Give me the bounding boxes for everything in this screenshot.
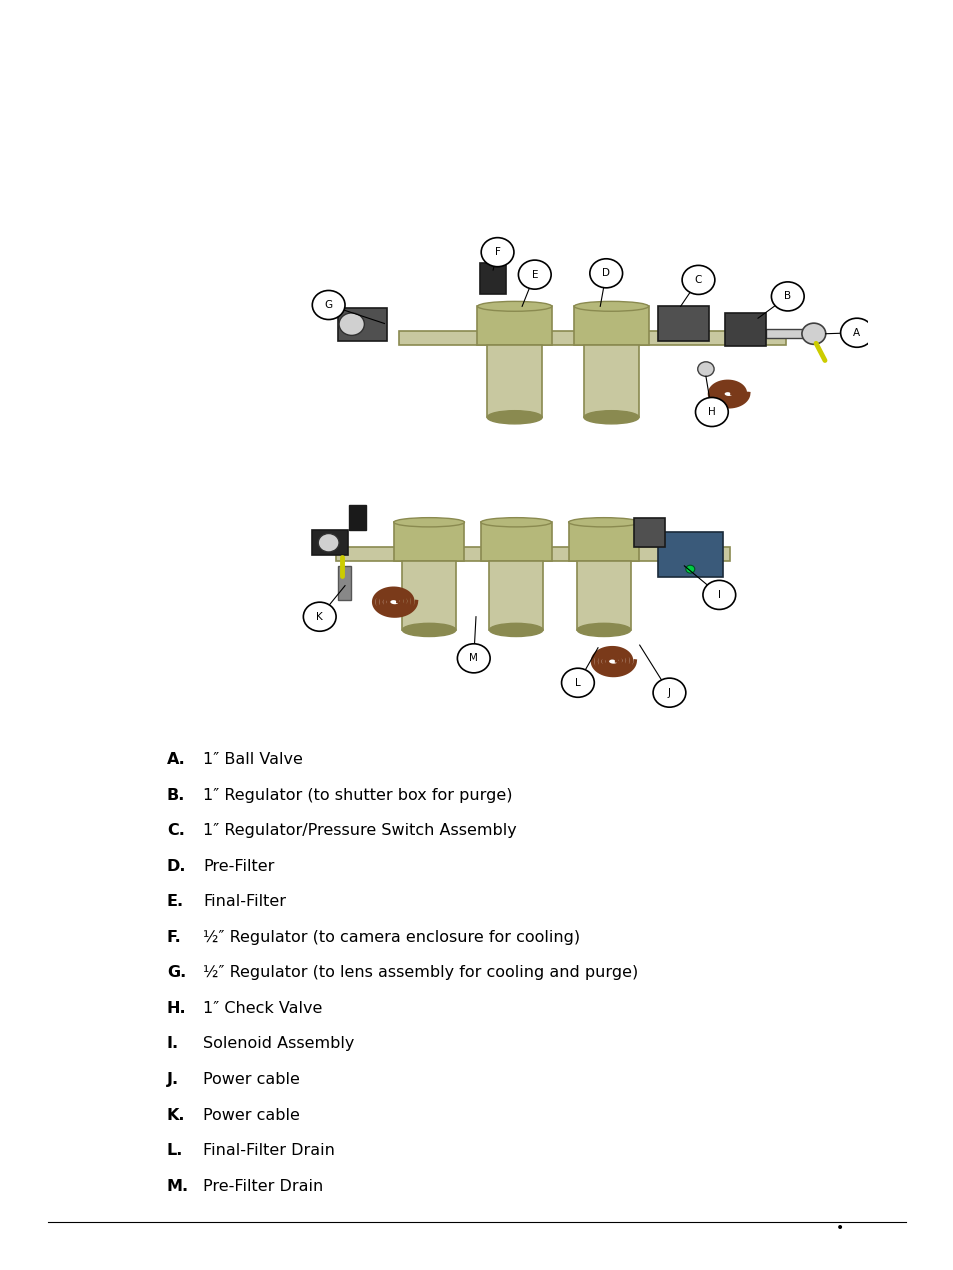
Circle shape xyxy=(480,237,514,267)
Circle shape xyxy=(456,644,490,673)
Bar xyxy=(633,518,664,547)
Text: K.: K. xyxy=(167,1107,185,1123)
Circle shape xyxy=(561,668,594,697)
Bar xyxy=(479,263,505,295)
Text: 1″ Ball Valve: 1″ Ball Valve xyxy=(203,752,303,767)
Circle shape xyxy=(681,265,714,295)
Text: G.: G. xyxy=(167,965,186,980)
Text: H: H xyxy=(707,406,715,417)
Bar xyxy=(476,306,551,344)
Circle shape xyxy=(702,580,735,610)
Text: Final-Filter: Final-Filter xyxy=(203,894,286,909)
Bar xyxy=(480,522,551,560)
Text: Pre-Filter: Pre-Filter xyxy=(203,859,274,874)
Bar xyxy=(574,306,648,344)
Text: Power cable: Power cable xyxy=(203,1107,300,1123)
Circle shape xyxy=(697,362,714,376)
Text: H.: H. xyxy=(167,1001,187,1016)
Ellipse shape xyxy=(487,410,541,424)
Text: A.: A. xyxy=(167,752,186,767)
Text: G: G xyxy=(324,300,333,310)
Circle shape xyxy=(312,291,345,320)
Ellipse shape xyxy=(402,624,456,636)
Circle shape xyxy=(517,260,551,290)
Circle shape xyxy=(801,323,825,344)
Circle shape xyxy=(695,398,727,427)
Bar xyxy=(349,505,366,530)
Ellipse shape xyxy=(583,410,639,424)
Text: L.: L. xyxy=(167,1143,183,1158)
Text: 1″ Check Valve: 1″ Check Valve xyxy=(203,1001,322,1016)
Text: I.: I. xyxy=(167,1036,179,1052)
Ellipse shape xyxy=(577,624,630,636)
Bar xyxy=(657,532,722,577)
Circle shape xyxy=(840,319,872,347)
Ellipse shape xyxy=(480,518,551,527)
Text: A: A xyxy=(853,328,860,338)
Text: B: B xyxy=(783,291,790,301)
Text: D.: D. xyxy=(167,859,186,874)
Circle shape xyxy=(338,312,364,335)
Ellipse shape xyxy=(568,518,639,527)
Text: Power cable: Power cable xyxy=(203,1072,300,1087)
Ellipse shape xyxy=(489,624,542,636)
Text: B.: B. xyxy=(167,787,185,803)
Bar xyxy=(337,566,351,601)
Bar xyxy=(489,560,542,630)
Bar xyxy=(335,547,730,560)
Text: Final-Filter Drain: Final-Filter Drain xyxy=(203,1143,335,1158)
Bar xyxy=(487,344,541,418)
Text: K: K xyxy=(316,612,323,622)
Text: E.: E. xyxy=(167,894,184,909)
Text: Solenoid Assembly: Solenoid Assembly xyxy=(203,1036,355,1052)
Text: M.: M. xyxy=(167,1179,189,1194)
Bar xyxy=(394,522,464,560)
Text: C.: C. xyxy=(167,823,185,838)
Bar xyxy=(338,307,386,340)
Circle shape xyxy=(653,678,685,707)
Text: C: C xyxy=(694,274,701,284)
Text: J.: J. xyxy=(167,1072,179,1087)
Bar xyxy=(577,560,630,630)
Circle shape xyxy=(589,259,622,288)
Text: ½″ Regulator (to camera enclosure for cooling): ½″ Regulator (to camera enclosure for co… xyxy=(203,930,579,945)
Circle shape xyxy=(771,282,803,311)
Text: I: I xyxy=(717,591,720,599)
Circle shape xyxy=(303,602,335,631)
Text: 1″ Regulator (to shutter box for purge): 1″ Regulator (to shutter box for purge) xyxy=(203,787,512,803)
Bar xyxy=(765,329,804,338)
Circle shape xyxy=(685,565,694,573)
Text: F: F xyxy=(494,248,500,257)
Text: •: • xyxy=(835,1220,842,1236)
Text: J: J xyxy=(667,687,670,697)
Ellipse shape xyxy=(574,301,648,311)
Text: M: M xyxy=(469,653,477,663)
Ellipse shape xyxy=(394,518,464,527)
Text: F.: F. xyxy=(167,930,181,945)
Bar xyxy=(402,560,456,630)
Bar xyxy=(724,312,765,345)
Circle shape xyxy=(318,533,338,552)
Bar xyxy=(312,530,348,555)
Bar xyxy=(399,331,785,344)
Text: 1″ Regulator/Pressure Switch Assembly: 1″ Regulator/Pressure Switch Assembly xyxy=(203,823,517,838)
Bar xyxy=(583,344,639,418)
Text: E: E xyxy=(531,269,537,279)
Ellipse shape xyxy=(476,301,551,311)
Bar xyxy=(658,306,708,340)
Bar xyxy=(568,522,639,560)
Text: Pre-Filter Drain: Pre-Filter Drain xyxy=(203,1179,323,1194)
Text: D: D xyxy=(601,268,610,278)
Text: ½″ Regulator (to lens assembly for cooling and purge): ½″ Regulator (to lens assembly for cooli… xyxy=(203,965,638,980)
Text: L: L xyxy=(575,678,580,688)
